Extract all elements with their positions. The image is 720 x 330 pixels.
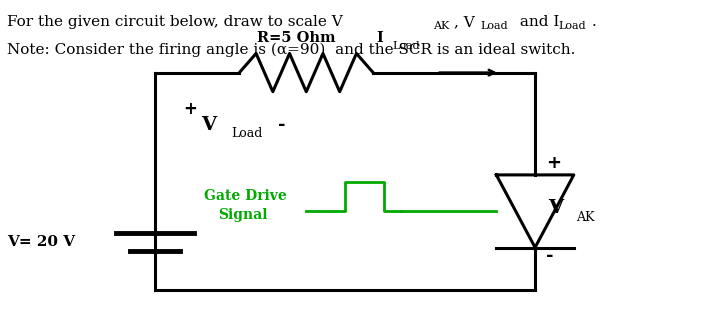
Text: Load: Load (558, 21, 586, 31)
Text: For the given circuit below, draw to scale V: For the given circuit below, draw to sca… (7, 15, 343, 29)
Text: Gate Drive: Gate Drive (204, 189, 287, 203)
Text: AK: AK (433, 21, 449, 31)
Text: Load: Load (392, 41, 420, 51)
Text: +: + (183, 100, 197, 118)
Text: V: V (548, 199, 563, 217)
Text: R=5 Ohm: R=5 Ohm (257, 31, 336, 45)
Text: AK: AK (576, 211, 595, 224)
Text: , V: , V (454, 15, 475, 29)
Text: and I: and I (516, 15, 559, 29)
Text: Load: Load (231, 127, 262, 140)
Text: Note: Consider the firing angle is (α=90)  and the SCR is an ideal switch.: Note: Consider the firing angle is (α=90… (7, 43, 575, 57)
Text: -: - (546, 247, 553, 265)
Text: I: I (377, 31, 384, 45)
Text: -: - (278, 116, 286, 134)
Text: V: V (201, 116, 216, 134)
Text: .: . (591, 15, 596, 29)
Text: +: + (546, 154, 561, 172)
Text: Load: Load (480, 21, 508, 31)
Text: V= 20 V: V= 20 V (7, 235, 75, 249)
Text: Signal: Signal (218, 208, 268, 221)
